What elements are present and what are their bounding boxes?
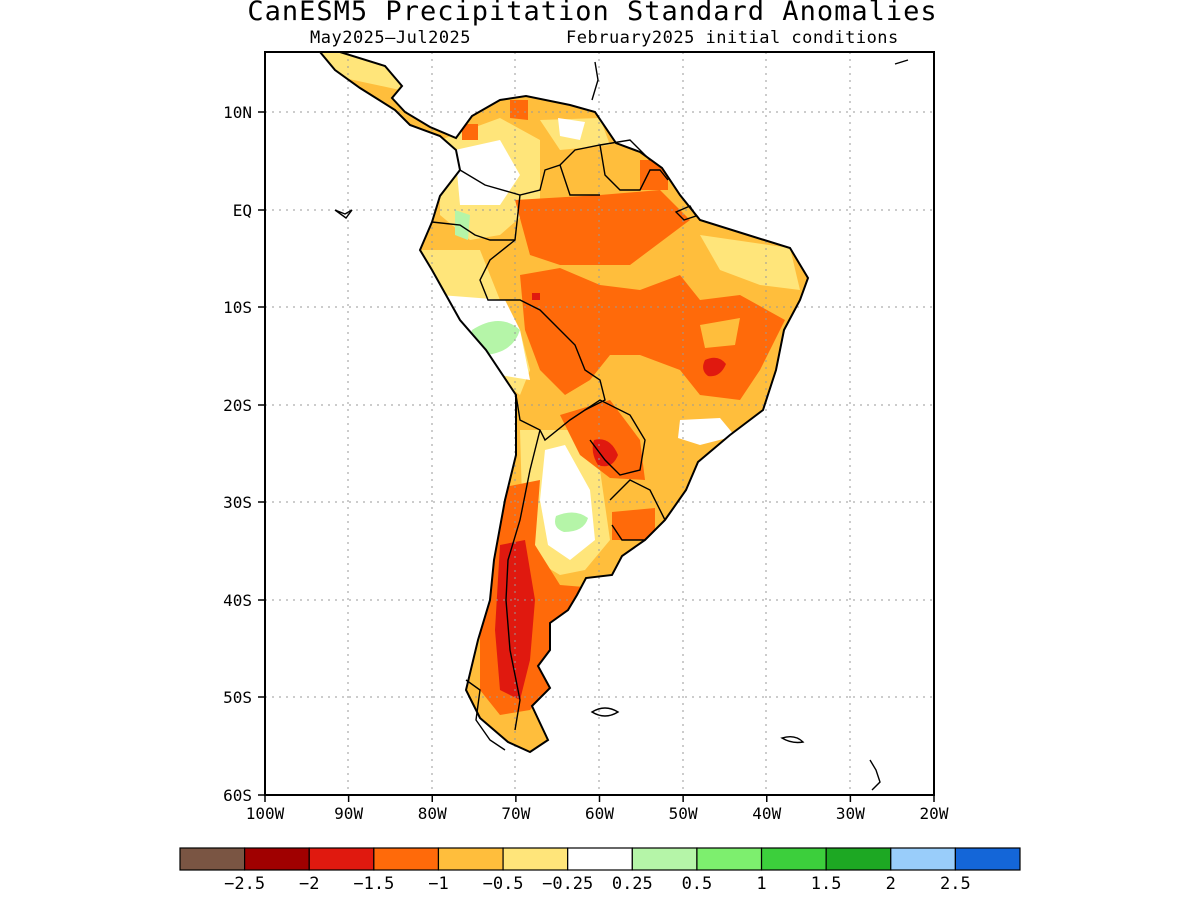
initial-conditions: February2025 initial conditions [566,28,899,48]
colorbar-label: −2.5 [224,874,265,894]
colorbar-label: 1.5 [811,874,842,894]
colorbar-label: −0.5 [483,874,524,894]
lon-label: 50W [669,804,698,823]
colorbar-swatch [890,847,956,871]
lat-label: 60S [223,786,252,805]
map-area [265,52,934,795]
colorbar-swatch [567,847,633,871]
forecast-period: May2025–Jul2025 [310,28,472,48]
colorbar-swatch [179,847,246,871]
colorbar-swatch [760,847,827,871]
lon-label: 20W [920,804,949,823]
coastline [319,52,810,754]
map-title: CanESM5 Precipitation Standard Anomalies [247,0,938,27]
colorbar-label: 2.5 [940,874,971,894]
lat-label: 50S [223,688,252,707]
lat-label: 20S [223,396,252,415]
colorbar-label: 0.5 [682,874,713,894]
colorbar-swatch [696,847,763,871]
lon-label: 90W [334,804,363,823]
colorbar-label: −2 [299,874,319,894]
colorbar-swatch [373,847,440,871]
colorbar-label: 2 [886,874,896,894]
colorbar-swatch [631,847,698,871]
lat-label: 30S [223,493,252,512]
colorbar-swatch [954,847,1021,871]
colorbar-label: −1.5 [353,874,394,894]
colorbar-swatch [437,847,504,871]
lon-label: 30W [836,804,865,823]
lon-label: 100W [246,804,285,823]
lat-label: 10S [223,298,252,317]
colorbar-swatch [825,847,892,871]
country-borders [431,139,669,731]
lat-label: 40S [223,591,252,610]
colorbar-label: 1 [756,874,766,894]
colorbar-label: −0.25 [542,874,593,894]
lon-label: 80W [418,804,447,823]
colorbar-swatch [308,847,375,871]
latitude-axis: 10N EQ 10S 20S 30S 40S 50S 60S [223,103,265,805]
colorbar: −2.5 −2 −1.5 −1 −0.5 −0.25 0.25 0.5 1 1.5 2 2.5 [179,847,1021,894]
lon-label: 60W [585,804,614,823]
lat-label: EQ [233,201,252,220]
longitude-axis: 100W 90W 80W 70W 60W 50W 40W 30W 20W [246,795,949,823]
colorbar-swatch [244,847,310,871]
colorbar-label: 0.25 [612,874,653,894]
colorbar-label: −1 [428,874,448,894]
lon-label: 70W [501,804,530,823]
lon-label: 40W [752,804,781,823]
islands [334,59,909,791]
colorbar-swatch [502,847,569,871]
lat-label: 10N [223,103,252,122]
